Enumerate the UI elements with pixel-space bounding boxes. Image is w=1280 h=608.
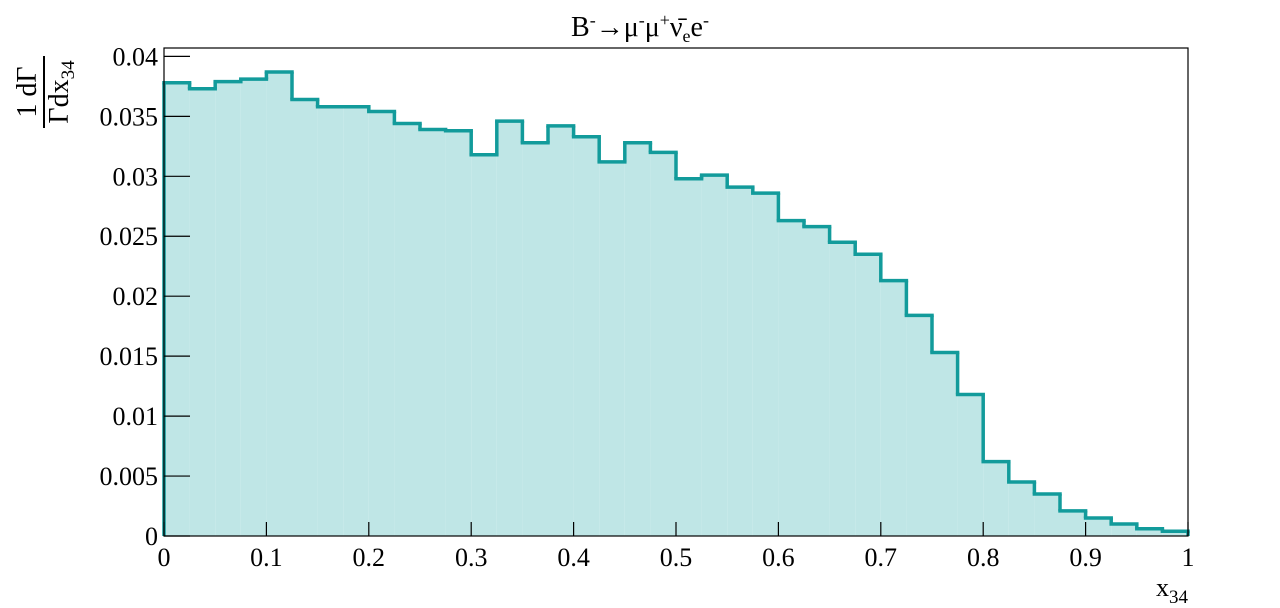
bar	[880, 280, 907, 536]
bar	[1111, 524, 1137, 536]
bar	[522, 142, 548, 536]
x-tick-label: 0.4	[557, 543, 590, 572]
bar	[1085, 518, 1112, 536]
title-part: e	[683, 26, 691, 46]
bar	[957, 394, 984, 536]
y-tick-label: 0.015	[100, 342, 159, 371]
x-tick-label: 0.7	[865, 543, 898, 572]
y-tick-label: 0.035	[100, 102, 159, 131]
bar	[317, 106, 344, 537]
y-axis-title: 1 dΓ Γdx34	[12, 56, 79, 128]
x-tick-label: 0	[158, 543, 171, 572]
y-title-denominator: Γdx34	[44, 60, 79, 124]
bar	[906, 315, 932, 536]
bar	[804, 226, 830, 536]
bar	[266, 71, 292, 536]
y-tick-label: 0.04	[113, 42, 159, 71]
bar	[215, 81, 241, 536]
x-tick-label: 0.1	[250, 543, 283, 572]
bar	[240, 79, 267, 537]
bar	[599, 161, 625, 537]
chart-title: B-→μ-μ+ν̄ee-	[571, 10, 709, 46]
title-part: e	[691, 12, 703, 43]
x-title-sub: 34	[1169, 587, 1189, 608]
bar	[778, 220, 804, 536]
bar	[676, 178, 702, 536]
bar	[932, 352, 958, 536]
title-part: +	[660, 10, 670, 30]
y-tick-label: 0.03	[113, 162, 159, 191]
x-tick-label: 0.9	[1069, 543, 1102, 572]
x-tick-label: 0.8	[967, 543, 1000, 572]
bar	[343, 106, 369, 537]
bar	[752, 193, 779, 536]
title-part: B	[571, 12, 590, 43]
bar	[1034, 494, 1060, 536]
bar	[855, 254, 881, 536]
bar	[471, 154, 497, 536]
y-tick-label: 0.005	[100, 462, 159, 491]
y-title-sub: 34	[58, 60, 79, 80]
bar	[1136, 528, 1163, 536]
x-tick-label: 0.3	[455, 543, 488, 572]
y-tick-label: 0.025	[100, 222, 159, 251]
bar	[548, 125, 574, 536]
bar	[445, 130, 472, 537]
x-tick-label: 0.5	[660, 543, 693, 572]
title-part: -	[703, 10, 709, 30]
y-title-text: 1 dΓ	[12, 66, 43, 117]
y-title-text: Γdx	[44, 79, 75, 123]
y-title-numerator: 1 dΓ	[12, 66, 43, 117]
bar	[650, 152, 676, 536]
bar	[829, 242, 856, 536]
bar	[1008, 482, 1035, 536]
bar	[189, 88, 216, 536]
title-part: -	[590, 10, 596, 30]
x-axis-title: x34	[1156, 573, 1189, 608]
bar	[292, 99, 318, 536]
bar	[420, 129, 446, 536]
x-tick-label: 0.2	[353, 543, 386, 572]
bar	[983, 461, 1009, 536]
bar	[368, 111, 395, 536]
bar	[624, 142, 651, 536]
y-tick-label: 0.01	[113, 402, 159, 431]
bar	[394, 123, 420, 536]
x-title-text: x	[1156, 573, 1169, 602]
bar	[1162, 531, 1188, 536]
bar	[496, 121, 523, 537]
bar	[164, 82, 190, 537]
bar	[727, 187, 753, 536]
x-tick-label: 1	[1182, 543, 1195, 572]
x-tick-label: 0.6	[762, 543, 795, 572]
y-tick-label: 0	[145, 522, 158, 551]
y-tick-label: 0.02	[113, 282, 159, 311]
title-part: -	[639, 10, 645, 30]
title-part: μ	[645, 12, 660, 43]
title-part: →μ	[596, 12, 639, 43]
bar	[573, 136, 600, 536]
bar	[701, 175, 728, 536]
bar	[1060, 510, 1086, 536]
